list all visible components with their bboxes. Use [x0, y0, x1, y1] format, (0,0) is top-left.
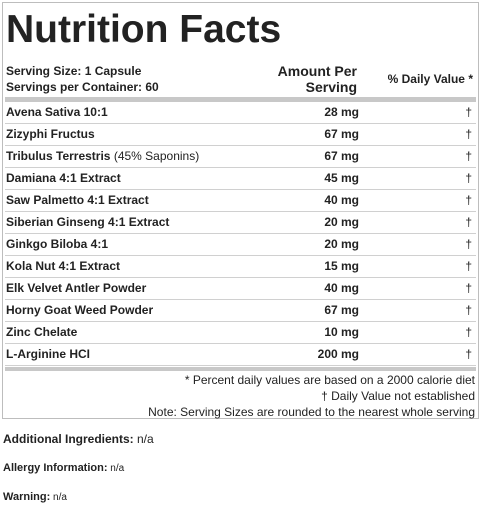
ingredient-amount: 40 mg	[324, 281, 359, 295]
serving-size: Serving Size: 1 Capsule	[6, 64, 142, 78]
ingredient-name: Kola Nut 4:1 Extract	[6, 256, 120, 277]
footnote-serving-note: Note: Serving Sizes are rounded to the n…	[148, 405, 475, 419]
ingredient-row: Siberian Ginseng 4:1 Extract 20 mg †	[5, 212, 476, 234]
serving-info: Serving Size: 1 Capsule Servings per Con…	[6, 63, 159, 95]
ingredient-name: Zinc Chelate	[6, 322, 77, 343]
warning: Warning: n/a	[3, 489, 67, 506]
footnote-dagger: † Daily Value not established	[321, 389, 475, 403]
header-divider	[5, 97, 476, 102]
ingredient-name-text: Zinc Chelate	[6, 325, 78, 339]
ingredient-name: Tribulus Terrestris (45% Saponins)	[6, 146, 199, 167]
ingredient-daily-value: †	[465, 171, 472, 185]
ingredient-row: Saw Palmetto 4:1 Extract 40 mg †	[5, 190, 476, 212]
ingredient-name: L-Arginine HCI	[6, 344, 90, 365]
ingredient-amount: 10 mg	[324, 325, 359, 339]
warning-value: n/a	[50, 492, 67, 503]
ingredient-daily-value: †	[465, 215, 472, 229]
ingredient-name: Avena Sativa 10:1	[6, 102, 108, 123]
ingredient-name: Ginkgo Biloba 4:1	[6, 234, 108, 255]
ingredient-note: (45% Saponins)	[110, 149, 200, 163]
additional-ingredients: Additional Ingredients: n/a	[3, 431, 154, 447]
ingredient-name-text: Tribulus Terrestris	[6, 149, 111, 163]
ingredient-daily-value: †	[465, 237, 472, 251]
footnotes: * Percent daily values are based on a 20…	[148, 372, 475, 420]
ingredient-daily-value: †	[465, 105, 472, 119]
ingredient-list: Avena Sativa 10:1 28 mg † Zizyphi Fructus 67…	[5, 102, 476, 366]
ingredient-row: Tribulus Terrestris (45% Saponins) 67 mg †	[5, 146, 476, 168]
ingredient-amount: 200 mg	[317, 347, 359, 361]
ingredient-name-text: Horny Goat Weed Powder	[6, 303, 154, 317]
ingredient-amount: 28 mg	[324, 105, 359, 119]
footnote-percent-daily: * Percent daily values are based on a 20…	[184, 373, 475, 387]
ingredient-name: Saw Palmetto 4:1 Extract	[6, 190, 149, 211]
ingredient-name-text: Ginkgo Biloba 4:1	[6, 237, 109, 251]
ingredient-name: Horny Goat Weed Powder	[6, 300, 153, 321]
ingredient-row: Avena Sativa 10:1 28 mg †	[5, 102, 476, 124]
ingredient-amount: 67 mg	[324, 127, 359, 141]
ingredient-row: Zinc Chelate 10 mg †	[5, 322, 476, 344]
nutrition-facts-panel: Nutrition Facts Serving Size: 1 Capsule …	[2, 2, 479, 419]
ingredient-amount: 67 mg	[324, 303, 359, 317]
ingredient-row: Ginkgo Biloba 4:1 20 mg †	[5, 234, 476, 256]
ingredient-amount: 40 mg	[324, 193, 359, 207]
ingredient-daily-value: †	[465, 303, 472, 317]
allergy-information: Allergy Information: n/a	[3, 460, 124, 477]
ingredient-name-text: Siberian Ginseng 4:1 Extract	[6, 215, 170, 229]
ingredient-daily-value: †	[465, 127, 472, 141]
amount-per-serving-header: Amount Per Serving	[277, 63, 357, 95]
ingredient-row: Zizyphi Fructus 67 mg †	[5, 124, 476, 146]
ingredient-daily-value: †	[465, 281, 472, 295]
warning-label: Warning:	[3, 491, 51, 503]
additional-ingredients-label: Additional Ingredients:	[3, 432, 134, 446]
ingredient-name-text: Kola Nut 4:1 Extract	[6, 259, 121, 273]
ingredient-amount: 20 mg	[324, 215, 359, 229]
ingredient-name-text: Saw Palmetto 4:1 Extract	[6, 193, 149, 207]
ingredient-daily-value: †	[465, 193, 472, 207]
ingredient-amount: 15 mg	[324, 259, 359, 273]
ingredient-name: Zizyphi Fructus	[6, 124, 95, 145]
ingredient-name: Damiana 4:1 Extract	[6, 168, 121, 189]
allergy-information-label: Allergy Information:	[3, 462, 108, 474]
ingredient-name-text: L-Arginine HCI	[6, 347, 90, 361]
ingredient-daily-value: †	[465, 149, 472, 163]
ingredient-row: Horny Goat Weed Powder 67 mg †	[5, 300, 476, 322]
ingredient-name-text: Elk Velvet Antler Powder	[6, 281, 147, 295]
ingredient-daily-value: †	[465, 347, 472, 361]
ingredient-name-text: Damiana 4:1 Extract	[6, 171, 121, 185]
additional-ingredients-value: n/a	[133, 432, 154, 446]
servings-per-container: Servings per Container: 60	[6, 80, 159, 94]
nutrition-facts-title: Nutrition Facts	[6, 8, 282, 51]
allergy-information-value: n/a	[107, 463, 125, 474]
ingredient-name-text: Avena Sativa 10:1	[6, 105, 108, 119]
ingredient-name: Elk Velvet Antler Powder	[6, 278, 146, 299]
ingredient-amount: 45 mg	[324, 171, 359, 185]
ingredient-row: Damiana 4:1 Extract 45 mg †	[5, 168, 476, 190]
footer-divider	[5, 367, 476, 371]
ingredient-daily-value: †	[465, 325, 472, 339]
ingredient-row: Kola Nut 4:1 Extract 15 mg †	[5, 256, 476, 278]
ingredient-name-text: Zizyphi Fructus	[6, 127, 95, 141]
daily-value-header: % Daily Value *	[387, 72, 473, 86]
ingredient-amount: 67 mg	[324, 149, 359, 163]
ingredient-row: L-Arginine HCI 200 mg †	[5, 344, 476, 366]
ingredient-amount: 20 mg	[324, 237, 359, 251]
ingredient-daily-value: †	[465, 259, 472, 273]
ingredient-row: Elk Velvet Antler Powder 40 mg †	[5, 278, 476, 300]
ingredient-name: Siberian Ginseng 4:1 Extract	[6, 212, 169, 233]
